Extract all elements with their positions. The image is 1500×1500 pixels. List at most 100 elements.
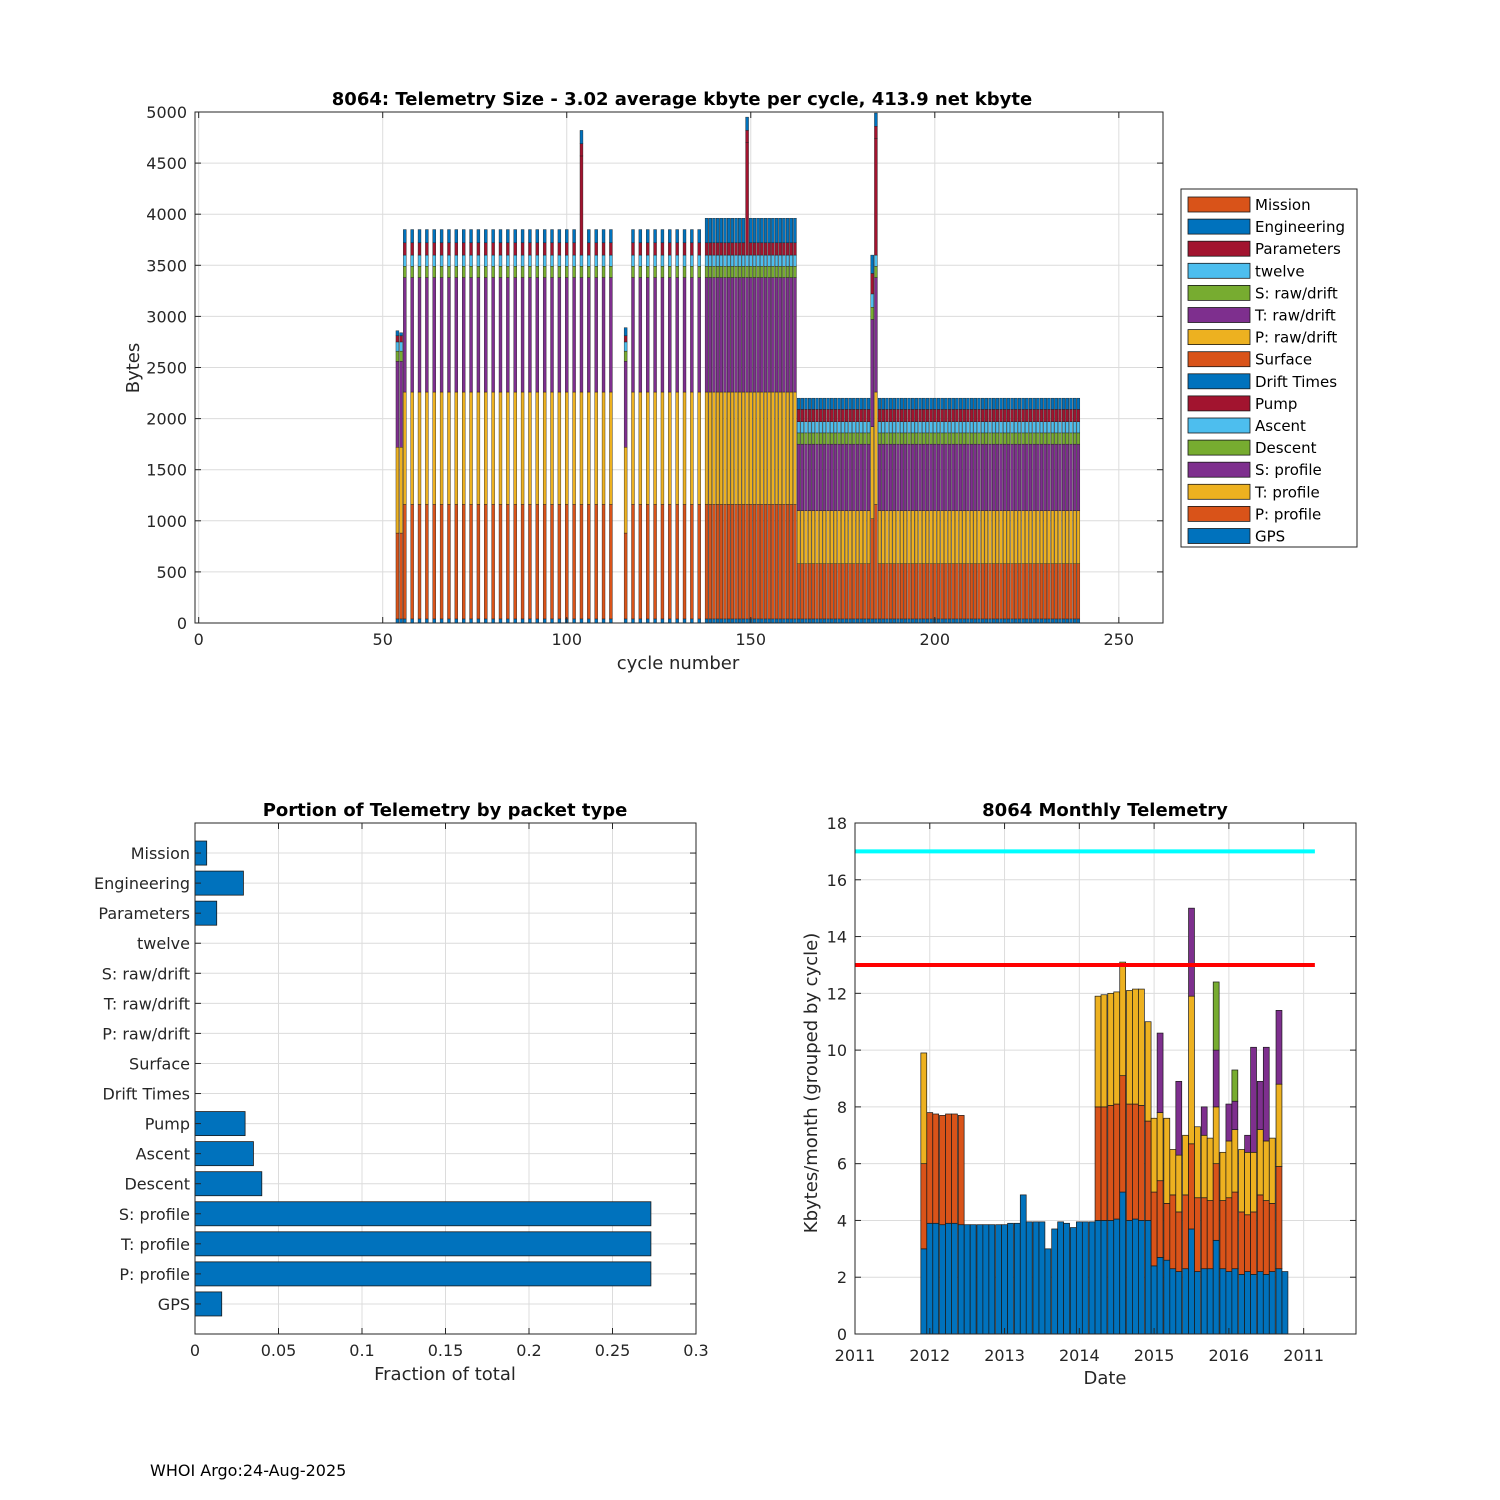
cycle-bar	[1021, 397, 1025, 624]
bar-segment	[550, 618, 554, 624]
bar-segment	[896, 563, 900, 620]
bar-segment	[962, 618, 966, 624]
bar-segment	[1003, 421, 1007, 434]
bar-segment	[752, 242, 757, 256]
bar-segment	[1032, 563, 1036, 620]
bar-segment	[403, 254, 407, 267]
bar-segment	[918, 409, 922, 422]
bar-segment	[1025, 421, 1029, 434]
bar-segment	[399, 447, 403, 534]
month-bar-segment	[1212, 1163, 1220, 1241]
bar-segment	[811, 510, 816, 564]
month-bar-segment	[1281, 1271, 1289, 1335]
bar-segment	[855, 432, 860, 445]
bar-segment	[778, 218, 782, 244]
cycle-bar	[841, 397, 845, 624]
cycle-bar	[447, 229, 451, 624]
bar-segment	[587, 266, 591, 278]
bar-segment	[432, 242, 436, 256]
bar-segment	[955, 443, 959, 511]
bar-segment	[885, 510, 889, 564]
bar-segment	[399, 341, 403, 352]
bar-segment	[727, 266, 731, 278]
bar-segment	[933, 409, 937, 422]
bar-segment	[778, 254, 782, 267]
bar-segment	[796, 432, 801, 445]
bar-segment	[841, 432, 845, 445]
bar-segment	[1054, 397, 1058, 410]
bar-segment	[955, 510, 959, 564]
bar-segment	[999, 397, 1003, 410]
bar-segment	[682, 618, 687, 624]
bar-segment	[557, 266, 562, 278]
bar-segment	[631, 277, 635, 393]
y-tick-label: 18	[827, 814, 847, 833]
bar-segment	[804, 443, 808, 511]
bar-segment	[557, 229, 562, 244]
bar-segment	[491, 391, 495, 505]
bar-segment	[579, 155, 584, 256]
month-bar-segment	[1212, 1239, 1220, 1335]
bar-segment	[697, 229, 701, 244]
bar-segment	[417, 618, 422, 624]
cycle-bar	[969, 397, 974, 624]
bar-segment	[715, 277, 720, 393]
bar-segment	[992, 563, 996, 620]
bar-segment	[984, 510, 989, 564]
bar-segment	[988, 443, 992, 511]
bar-segment	[819, 421, 823, 434]
y-tick-label: 1500	[146, 461, 187, 480]
bar-segment	[896, 421, 900, 434]
bar-segment	[1061, 510, 1066, 564]
cycle-bar	[999, 397, 1003, 624]
bar-segment	[855, 618, 860, 624]
bar-segment	[999, 563, 1003, 620]
bar-segment	[498, 266, 503, 278]
bar-segment	[506, 266, 510, 278]
bar-segment	[609, 229, 613, 244]
month-bar	[988, 1224, 996, 1335]
bar-segment	[513, 242, 517, 256]
bar-segment	[837, 443, 841, 511]
cycle-bar	[462, 229, 466, 624]
cycle-bar	[944, 397, 948, 624]
cycle-bar	[417, 229, 422, 624]
bar-segment	[712, 218, 716, 244]
bar-segment	[535, 391, 539, 505]
portion-bar	[194, 1171, 263, 1197]
cycle-bar	[454, 229, 458, 624]
bar-segment	[866, 563, 871, 620]
bar-segment	[848, 409, 852, 422]
bar-segment	[565, 391, 569, 505]
bar-segment	[1006, 421, 1011, 434]
bar-segment	[708, 218, 712, 244]
bar-segment	[969, 432, 974, 445]
legend-swatch	[1187, 528, 1251, 544]
bar-segment	[830, 421, 834, 434]
cycle-bar	[410, 229, 414, 624]
bar-segment	[796, 510, 801, 564]
bar-segment	[1014, 409, 1018, 422]
month-bar	[1057, 1221, 1064, 1335]
bar-segment	[476, 504, 481, 620]
bar-segment	[623, 335, 628, 343]
month-bar-segment	[1119, 961, 1127, 1077]
packet-portion-axes	[194, 822, 697, 1335]
legend-swatch	[1187, 218, 1251, 235]
cycle-bar	[425, 229, 429, 624]
bar-segment	[1028, 563, 1033, 620]
bar-segment	[454, 229, 458, 244]
bar-segment	[811, 432, 816, 445]
cycle-bar	[432, 229, 436, 624]
bar-segment	[1032, 510, 1036, 564]
y-tick-label: 4500	[146, 154, 187, 173]
bar-segment	[1036, 409, 1040, 422]
bar-segment	[822, 409, 827, 422]
bar-segment	[1032, 618, 1036, 624]
bar-segment	[947, 432, 952, 445]
monthly-telemetry-title: 8064 Monthly Telemetry	[982, 800, 1228, 821]
bar-segment	[992, 618, 996, 624]
bar-segment	[1017, 443, 1022, 511]
bar-segment	[734, 218, 738, 244]
bar-segment	[1072, 618, 1077, 624]
